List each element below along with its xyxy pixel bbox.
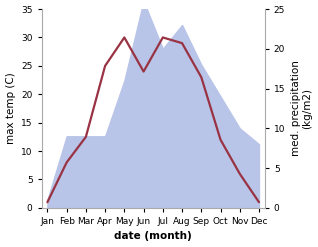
Y-axis label: med. precipitation
(kg/m2): med. precipitation (kg/m2): [291, 61, 313, 156]
X-axis label: date (month): date (month): [114, 231, 192, 242]
Y-axis label: max temp (C): max temp (C): [5, 73, 16, 144]
